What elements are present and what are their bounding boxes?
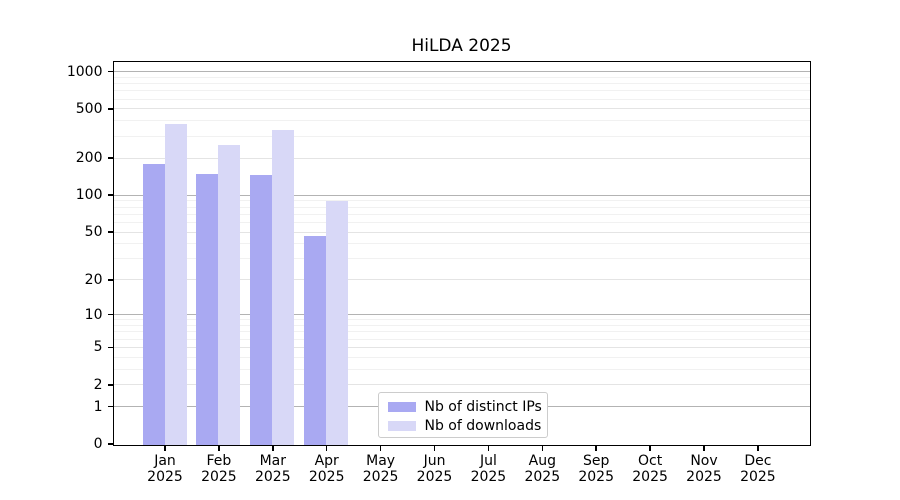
y-tick-label-1: 1: [93, 398, 103, 415]
bar-jan-downloads: [164, 124, 187, 445]
gridline-minor-y700: [113, 90, 810, 92]
y-tick-label-20: 20: [84, 271, 103, 288]
y-tick-label-200: 200: [75, 150, 103, 167]
y-tick-label-50: 50: [84, 224, 103, 240]
y-tick-20: [107, 279, 113, 281]
gridline-minor-y3: [113, 368, 810, 370]
legend-swatch-downloads: [387, 421, 416, 431]
x-tick-apr: [325, 445, 328, 451]
y-tick-label-1000: 1000: [66, 63, 103, 80]
legend-swatch-distinct-ips: [387, 402, 416, 412]
gridline-y200: [113, 157, 810, 159]
x-tick-may: [379, 445, 382, 451]
plot-area: Nb of distinct IPs Nb of downloads: [112, 61, 811, 446]
x-tick-jun: [433, 445, 436, 451]
y-tick-10: [107, 313, 113, 316]
gridline-minor-y7: [113, 331, 810, 333]
gridline-y10: [113, 314, 810, 316]
gridline-minor-y80: [113, 206, 810, 208]
gridline-y50: [113, 231, 810, 233]
gridline-minor-y900: [113, 76, 810, 78]
x-tick-dec: [757, 445, 759, 451]
y-tick-2: [107, 384, 113, 386]
x-tick-oct: [649, 445, 651, 451]
y-tick-label-10: 10: [84, 306, 103, 323]
x-tick-label-apr: Apr 2025: [308, 452, 345, 485]
x-tick-jan: [164, 445, 166, 451]
x-tick-label-mar: Mar 2025: [254, 452, 291, 485]
legend-item-distinct-ips: Nb of distinct IPs: [387, 398, 547, 417]
y-tick-1000: [107, 70, 113, 73]
y-tick-500: [107, 108, 113, 110]
x-tick-label-jun: Jun 2025: [416, 452, 453, 485]
y-tick-0: [107, 443, 113, 445]
x-tick-nov: [703, 445, 705, 451]
gridline-minor-y60: [113, 221, 810, 223]
gridline-minor-y8: [113, 325, 810, 327]
x-tick-feb: [218, 445, 220, 451]
bar-apr-distinct-ips: [304, 235, 327, 445]
x-tick-label-sep: Sep 2025: [578, 452, 614, 485]
gridline-minor-y600: [113, 98, 810, 100]
x-tick-mar: [272, 445, 274, 451]
gridline-minor-y70: [113, 213, 810, 215]
x-tick-label-feb: Feb 2025: [201, 452, 237, 485]
legend-label-distinct-ips: Nb of distinct IPs: [424, 399, 542, 415]
y-tick-100: [107, 194, 113, 196]
x-tick-label-aug: Aug 2025: [524, 452, 561, 485]
gridline-minor-y800: [113, 83, 810, 85]
legend-item-downloads: Nb of downloads: [387, 417, 547, 436]
chart-title: HiLDA 2025: [411, 36, 512, 56]
gridline-y20: [113, 279, 810, 281]
gridline-minor-y9: [113, 319, 810, 321]
gridline-minor-y4: [113, 356, 810, 358]
gridline-y2: [113, 384, 810, 386]
bar-feb-downloads: [218, 145, 241, 445]
y-tick-label-5: 5: [93, 339, 103, 356]
y-tick-200: [107, 157, 113, 159]
x-tick-sep: [595, 445, 597, 451]
x-tick-label-jan: Jan 2025: [147, 452, 183, 485]
legend-label-downloads: Nb of downloads: [424, 418, 542, 434]
x-tick-label-nov: Nov 2025: [686, 452, 722, 485]
gridline-minor-y300: [113, 135, 810, 137]
gridline-minor-y30: [113, 258, 810, 260]
legend: Nb of distinct IPs Nb of downloads: [377, 391, 548, 438]
bar-mar-downloads: [272, 130, 295, 445]
gridline-y500: [113, 108, 810, 110]
x-tick-aug: [541, 445, 544, 451]
x-tick-label-may: May 2025: [362, 452, 399, 485]
bar-apr-downloads: [326, 200, 349, 445]
y-tick-label-0: 0: [93, 436, 103, 452]
y-tick-label-2: 2: [93, 376, 103, 393]
gridline-minor-y400: [113, 120, 810, 122]
bar-feb-distinct-ips: [196, 173, 219, 445]
y-tick-5: [107, 346, 113, 349]
x-tick-label-oct: Oct 2025: [632, 452, 668, 485]
y-tick-label-100: 100: [75, 187, 103, 204]
gridline-minor-y90: [113, 200, 810, 202]
gridline-minor-y6: [113, 338, 810, 340]
gridline-minor-y40: [113, 243, 810, 245]
gridline-y100: [113, 194, 810, 196]
x-tick-label-dec: Dec 2025: [740, 452, 776, 485]
x-tick-jul: [487, 445, 490, 451]
y-tick-1: [107, 405, 113, 408]
y-tick-50: [107, 231, 113, 233]
y-tick-label-500: 500: [75, 100, 103, 117]
x-tick-label-jul: Jul 2025: [470, 452, 507, 485]
bar-jan-distinct-ips: [142, 163, 165, 445]
bar-mar-distinct-ips: [250, 175, 273, 445]
gridline-y5: [113, 346, 810, 348]
gridline-y1000: [113, 71, 810, 72]
